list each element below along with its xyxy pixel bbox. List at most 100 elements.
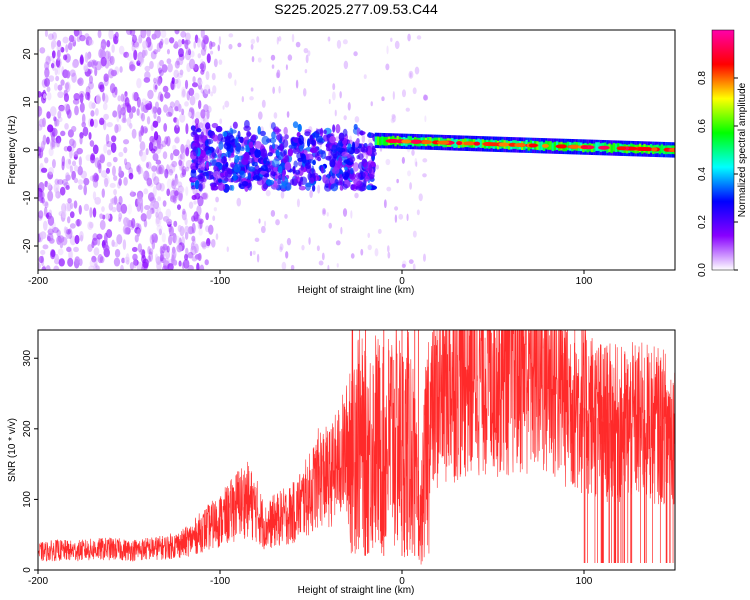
heatmap-cell bbox=[104, 95, 109, 103]
heatmap-cell bbox=[280, 149, 286, 157]
heatmap-cell bbox=[45, 265, 51, 270]
heatmap-cell bbox=[261, 135, 270, 145]
heatmap-cell bbox=[199, 63, 205, 70]
heatmap-cell bbox=[87, 61, 93, 68]
heatmap-cell bbox=[86, 68, 93, 75]
heatmap-cell bbox=[174, 30, 180, 35]
heatmap-cell bbox=[332, 167, 340, 175]
heatmap-cell bbox=[292, 121, 299, 129]
heatmap-cell bbox=[111, 87, 118, 98]
heatmap-cell bbox=[292, 147, 301, 155]
heatmap-cell bbox=[89, 207, 93, 218]
heatmap-cell bbox=[180, 143, 185, 154]
heatmap-cell bbox=[63, 145, 69, 152]
heatmap-cell bbox=[261, 99, 266, 108]
y-tick-label: 20 bbox=[22, 48, 33, 60]
heatmap-cell bbox=[45, 55, 51, 65]
heatmap-cell bbox=[166, 135, 171, 147]
heatmap-cell bbox=[247, 172, 252, 180]
heatmap-cell bbox=[224, 177, 229, 182]
heatmap-cell bbox=[164, 250, 171, 260]
heatmap-cell bbox=[176, 204, 181, 211]
heatmap-cell bbox=[125, 30, 133, 35]
heatmap-cell bbox=[171, 77, 175, 84]
heatmap-cell bbox=[113, 257, 121, 267]
heatmap-cell bbox=[163, 123, 168, 132]
heatmap-cell bbox=[123, 51, 130, 58]
heatmap-cell bbox=[164, 136, 169, 145]
heatmap-cell bbox=[93, 60, 99, 66]
x-tick-label: 100 bbox=[576, 576, 593, 587]
heatmap-cell bbox=[184, 79, 189, 90]
heatmap-cell bbox=[148, 141, 154, 152]
heatmap-cell bbox=[309, 147, 318, 154]
heatmap-cells bbox=[38, 30, 675, 270]
heatmap-cell bbox=[199, 134, 206, 143]
heatmap-cell bbox=[209, 50, 214, 55]
heatmap-cell bbox=[57, 235, 65, 243]
heatmap-cell bbox=[44, 77, 50, 87]
heatmap-cell bbox=[152, 120, 159, 128]
heatmap-cell bbox=[108, 30, 114, 40]
heatmap-cell bbox=[184, 217, 188, 226]
heatmap-cell bbox=[181, 236, 185, 247]
heatmap-cell bbox=[154, 101, 159, 110]
heatmap-cell bbox=[92, 233, 98, 241]
heatmap-cell bbox=[143, 77, 151, 83]
heatmap-cell bbox=[168, 163, 176, 174]
heatmap-cell bbox=[151, 171, 157, 181]
heatmap-cell bbox=[140, 30, 147, 39]
heatmap-cell bbox=[89, 154, 96, 164]
heatmap-cell bbox=[325, 143, 331, 148]
heatmap-cell bbox=[174, 178, 178, 187]
heatmap-cell bbox=[234, 154, 240, 164]
heatmap-cell bbox=[54, 68, 58, 76]
colorbar-tick-label: 0.0 bbox=[697, 263, 708, 277]
heatmap-cell bbox=[336, 39, 342, 49]
x-tick-label: 0 bbox=[399, 576, 405, 587]
heatmap-cell bbox=[305, 182, 311, 191]
heatmap-cell bbox=[217, 178, 222, 183]
heatmap-cell bbox=[278, 85, 281, 94]
heatmap-cell bbox=[92, 178, 99, 189]
heatmap-cell bbox=[215, 233, 219, 240]
heatmap-cell bbox=[50, 249, 56, 258]
heatmap-cell bbox=[40, 140, 46, 151]
heatmap-cell bbox=[418, 193, 423, 202]
heatmap-cell bbox=[140, 112, 145, 122]
x-tick-label: -100 bbox=[210, 276, 230, 287]
heatmap-cell bbox=[42, 244, 49, 250]
heatmap-cell bbox=[206, 105, 212, 114]
heatmap-cell bbox=[307, 50, 311, 57]
heatmap-cell bbox=[106, 229, 113, 239]
heatmap-cell bbox=[47, 215, 55, 226]
heatmap-cell bbox=[252, 161, 258, 167]
heatmap-cell bbox=[241, 180, 249, 187]
heatmap-cell bbox=[284, 134, 289, 140]
heatmap-cell bbox=[321, 207, 327, 216]
heatmap-cell bbox=[155, 212, 159, 218]
heatmap-cell bbox=[160, 250, 165, 260]
heatmap-cell bbox=[153, 176, 160, 186]
heatmap-cell bbox=[154, 253, 159, 262]
heatmap-cell bbox=[514, 143, 526, 148]
heatmap-cell bbox=[95, 60, 102, 71]
heatmap-cell bbox=[41, 266, 47, 270]
heatmap-cell bbox=[63, 54, 68, 61]
heatmap-cell bbox=[401, 263, 406, 269]
heatmap-cell bbox=[316, 245, 320, 252]
heatmap-cell bbox=[146, 161, 152, 170]
heatmap-cell bbox=[568, 144, 580, 149]
heatmap-cell bbox=[38, 146, 42, 157]
heatmap-cell bbox=[318, 260, 324, 266]
heatmap-cell bbox=[160, 38, 164, 46]
heatmap-cell bbox=[248, 141, 254, 149]
heatmap-cell bbox=[133, 91, 139, 102]
heatmap-cell bbox=[385, 63, 390, 71]
heatmap-cell bbox=[53, 82, 58, 91]
heatmap-cell bbox=[294, 169, 301, 175]
heatmap-cell bbox=[182, 258, 190, 269]
heatmap-cell bbox=[155, 182, 162, 191]
heatmap-cell bbox=[48, 167, 54, 175]
heatmap-cell bbox=[162, 243, 168, 251]
